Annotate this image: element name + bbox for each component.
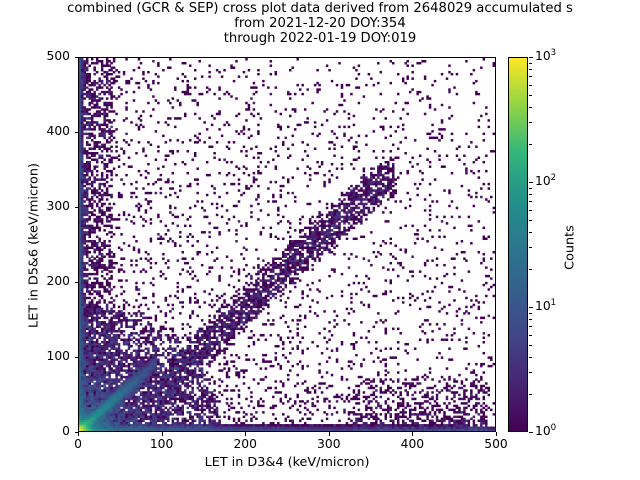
x-tick-100	[161, 432, 163, 436]
colorbar-tick-100	[529, 182, 533, 183]
y-tick-300	[74, 207, 78, 208]
colorbar-minor-tick	[529, 76, 532, 78]
colorbar-minor-tick	[529, 394, 532, 396]
x-tick-500	[496, 432, 497, 436]
colorbar	[508, 57, 528, 432]
y-tick-label-300: 300	[46, 199, 70, 213]
colorbar-minor-tick	[529, 144, 532, 146]
y-tick-0	[74, 432, 78, 433]
colorbar-minor-tick	[529, 334, 532, 336]
colorbar-minor-tick	[529, 269, 532, 271]
x-tick-400	[412, 432, 414, 436]
histogram-canvas	[79, 58, 495, 431]
x-tick-200	[245, 432, 247, 436]
colorbar-tick-1	[529, 432, 533, 433]
colorbar-label: Counts	[562, 225, 578, 270]
y-tick-100	[74, 357, 78, 358]
colorbar-minor-tick	[529, 326, 532, 328]
x-tick-label-100: 100	[149, 437, 174, 451]
y-tick-label-100: 100	[46, 349, 70, 363]
colorbar-minor-tick	[529, 356, 532, 358]
x-tick-label-200: 200	[233, 437, 257, 451]
colorbar-minor-tick	[529, 187, 532, 189]
y-tick-label-500: 500	[46, 49, 70, 63]
colorbar-minor-tick	[529, 106, 532, 108]
colorbar-tick-1000	[529, 57, 533, 58]
x-tick-label-500: 500	[484, 437, 508, 451]
chart-title-line-3: through 2022-01-19 DOY:019	[223, 31, 417, 46]
x-tick-label-400: 400	[400, 437, 425, 451]
colorbar-minor-tick	[529, 122, 532, 124]
y-tick-label-400: 400	[46, 124, 70, 138]
colorbar-minor-tick	[529, 209, 532, 211]
y-tick-label-0: 0	[62, 424, 70, 438]
colorbar-minor-tick	[529, 372, 532, 374]
colorbar-minor-tick	[529, 94, 532, 96]
colorbar-tick-label-100: 102	[535, 173, 557, 189]
colorbar-tick-label-1: 100	[535, 423, 557, 439]
colorbar-minor-tick	[529, 319, 532, 321]
y-tick-400	[74, 132, 78, 133]
y-tick-200	[74, 282, 78, 283]
x-tick-label-0: 0	[74, 437, 82, 451]
colorbar-minor-tick	[529, 84, 532, 86]
x-tick-300	[328, 432, 330, 436]
colorbar-tick-10	[529, 307, 533, 308]
x-axis-label: LET in D3&4 (keV/micron)	[204, 455, 370, 470]
colorbar-minor-tick	[529, 201, 532, 203]
colorbar-minor-tick	[529, 69, 532, 71]
colorbar-minor-tick	[529, 62, 532, 64]
colorbar-minor-tick	[529, 219, 532, 221]
plot-area	[78, 57, 496, 432]
y-tick-label-200: 200	[46, 274, 70, 288]
colorbar-minor-tick	[529, 344, 532, 346]
colorbar-minor-tick	[529, 312, 532, 314]
chart-title-line-2: from 2021-12-20 DOY:354	[234, 16, 406, 31]
x-tick-0	[78, 432, 79, 436]
colorbar-minor-tick	[529, 194, 532, 196]
colorbar-tick-label-1000: 103	[535, 48, 557, 64]
x-tick-label-300: 300	[317, 437, 341, 451]
colorbar-gradient	[509, 58, 527, 431]
chart-title-line-1: combined (GCR & SEP) cross plot data der…	[67, 1, 573, 16]
colorbar-tick-label-10: 101	[535, 298, 557, 314]
y-axis-label: LET in D5&6 (keV/micron)	[26, 163, 42, 328]
colorbar-minor-tick	[529, 231, 532, 233]
y-tick-500	[74, 57, 78, 58]
colorbar-minor-tick	[529, 247, 532, 249]
